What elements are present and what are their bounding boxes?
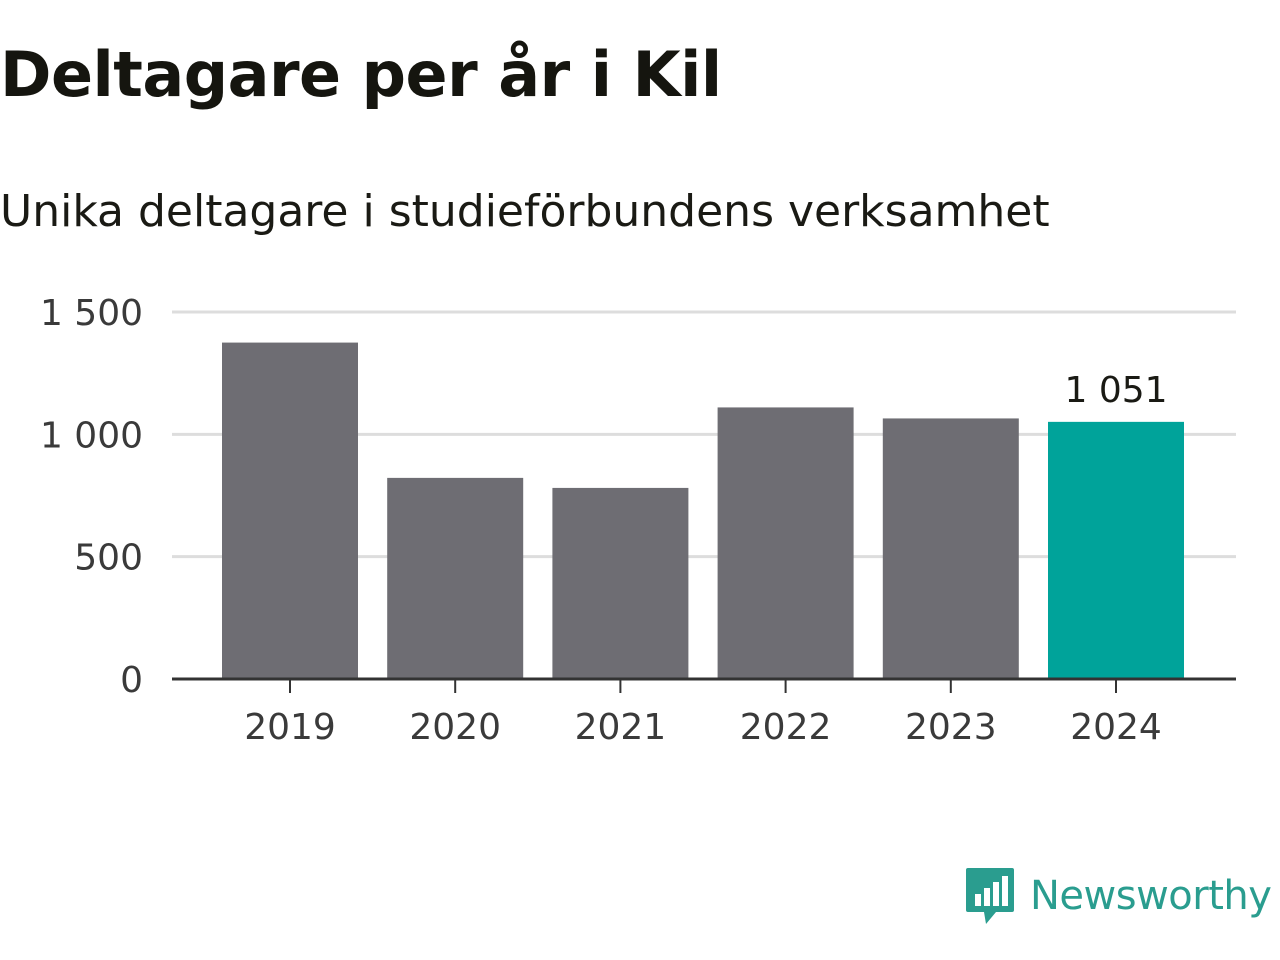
newsworthy-logo-icon: [966, 868, 1014, 924]
x-tick-label: 2021: [575, 707, 667, 748]
x-tick-label: 2022: [740, 707, 832, 748]
data-label: 1 051: [1064, 370, 1167, 411]
x-tick-label: 2020: [409, 707, 501, 748]
brand-name: Newsworthy: [1030, 873, 1272, 919]
bar-2022: [717, 407, 854, 679]
axes: [172, 677, 1236, 693]
newsworthy-logo: Newsworthy: [964, 864, 1272, 928]
y-tick-label: 1 500: [40, 293, 143, 334]
bar-2020: [387, 477, 524, 679]
chart-subtitle: Unika deltagare i studieförbundens verks…: [0, 186, 1050, 237]
bar-2021: [552, 487, 689, 679]
labels: 0 500 1 000 1 500 2019 2020 2021 2022 2023 2024 1 …: [40, 293, 1168, 748]
bars: [222, 342, 1184, 679]
y-tick-label: 1 000: [40, 415, 143, 456]
y-tick-label: 500: [74, 538, 143, 579]
y-tick-label: 0: [120, 660, 143, 701]
x-tick-label: 2024: [1070, 707, 1162, 748]
x-tick-label: 2023: [905, 707, 997, 748]
bar-2023: [882, 418, 1019, 679]
bar-2024: [1048, 421, 1184, 679]
x-tick-label: 2019: [244, 707, 336, 748]
chart-title: Deltagare per år i Kil: [0, 38, 722, 111]
bar-2019: [222, 342, 358, 679]
bar-chart: 0 500 1 000 1 500 2019 2020 2021 2022 2023 2024 1 …: [40, 293, 1236, 748]
